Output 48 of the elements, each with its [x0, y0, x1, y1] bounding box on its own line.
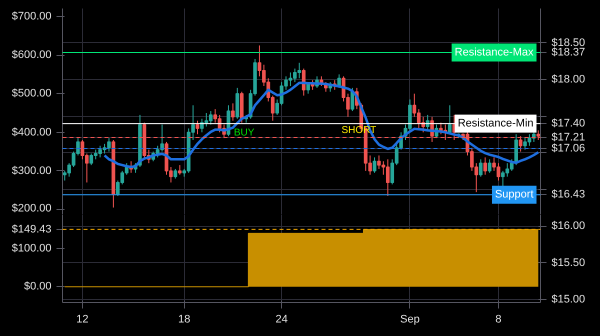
y2-tick-label: $15.50 [552, 256, 586, 269]
candlestick [94, 149, 98, 160]
y-tick-label: $400.00 [12, 126, 52, 138]
ref-line-label: Resistance-Max [454, 46, 534, 58]
y2-tick-label: $18.37 [552, 46, 586, 58]
candlestick [478, 158, 483, 178]
y-tick-label: $149.43 [12, 223, 52, 236]
y-tick-label: $500.00 [12, 88, 52, 100]
candlestick [208, 110, 213, 126]
x-tick-label: 12 [76, 314, 89, 326]
candlestick [196, 120, 200, 135]
x-tick-label: 18 [178, 314, 190, 326]
y2-tick-label: $17.40 [552, 118, 586, 130]
candlestick [174, 168, 178, 180]
y2-tick-label: $15.00 [552, 294, 586, 306]
candlestick [416, 108, 421, 129]
x-tick-label: 8 [495, 314, 502, 326]
candlestick [372, 156, 376, 174]
candlestick [89, 153, 94, 166]
y2-tick-label: $18.00 [552, 74, 586, 86]
candlestick [501, 170, 505, 188]
candlestick [297, 62, 302, 79]
x-tick-label: Sep [400, 314, 420, 326]
candlestick [226, 104, 230, 137]
y-tick-label: $100.00 [12, 242, 52, 254]
y-tick-label: $200.00 [12, 202, 52, 214]
candlestick [386, 158, 390, 196]
y-tick-label: $0.00 [24, 280, 52, 293]
y-tick-label: $300.00 [12, 164, 52, 177]
y-tick-label: $600.00 [12, 49, 52, 62]
y2-tick-label: $17.21 [552, 132, 586, 144]
y2-tick-label: $17.06 [552, 142, 586, 155]
y-tick-label: $700.00 [12, 10, 52, 22]
candlestick [448, 104, 452, 135]
annotation: BUY [234, 127, 255, 138]
candlestick [483, 156, 488, 176]
candlestick [505, 162, 510, 178]
candlestick [488, 158, 492, 174]
ref-line-label: Support [494, 188, 534, 201]
ref-line-label: Resistance-Min [458, 118, 534, 130]
y2-tick-label: $16.43 [552, 188, 586, 201]
candlestick [235, 87, 240, 120]
candlestick [377, 154, 381, 170]
candlestick [231, 102, 235, 122]
candlestick [178, 164, 182, 176]
x-tick-label: 24 [275, 314, 288, 326]
candlestick [80, 140, 84, 160]
y2-tick-label: $16.00 [552, 220, 586, 232]
